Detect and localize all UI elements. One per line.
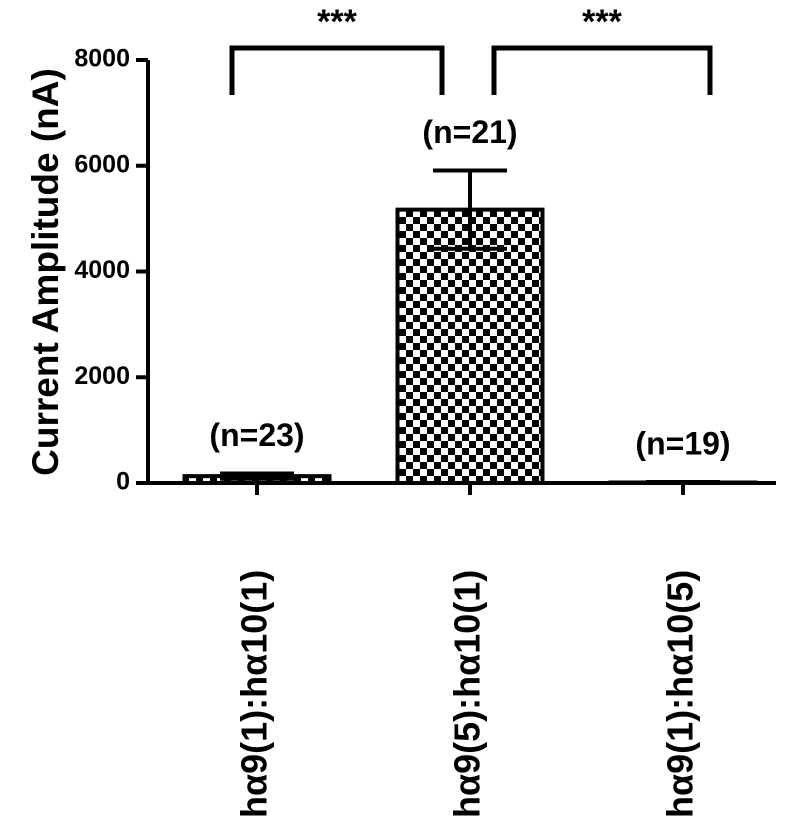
bracket bbox=[229, 45, 445, 95]
y-tick-label: 6000 bbox=[74, 150, 130, 178]
significance-label: *** bbox=[317, 3, 357, 41]
error-bar bbox=[433, 168, 507, 251]
x-tick-label: hα9(1):hα10(1) bbox=[234, 570, 275, 818]
x-tick-label: hα9(5):hα10(1) bbox=[447, 570, 488, 818]
significance-brackets bbox=[229, 45, 713, 95]
n-label: (n=19) bbox=[635, 425, 730, 461]
y-tick-label: 0 bbox=[116, 468, 130, 496]
error-bar bbox=[646, 479, 720, 485]
n-label: (n=23) bbox=[209, 417, 304, 453]
y-tick-label: 8000 bbox=[74, 45, 130, 73]
bracket bbox=[491, 45, 713, 95]
n-label: (n=21) bbox=[422, 114, 517, 150]
y-axis-title: Current Amplitude (nA) bbox=[25, 68, 66, 476]
error-bar bbox=[220, 471, 294, 481]
y-tick-label: 4000 bbox=[74, 256, 130, 284]
x-tick-label: hα9(1):hα10(5) bbox=[660, 570, 701, 818]
y-tick-label: 2000 bbox=[74, 362, 130, 390]
significance-label: *** bbox=[582, 3, 622, 41]
